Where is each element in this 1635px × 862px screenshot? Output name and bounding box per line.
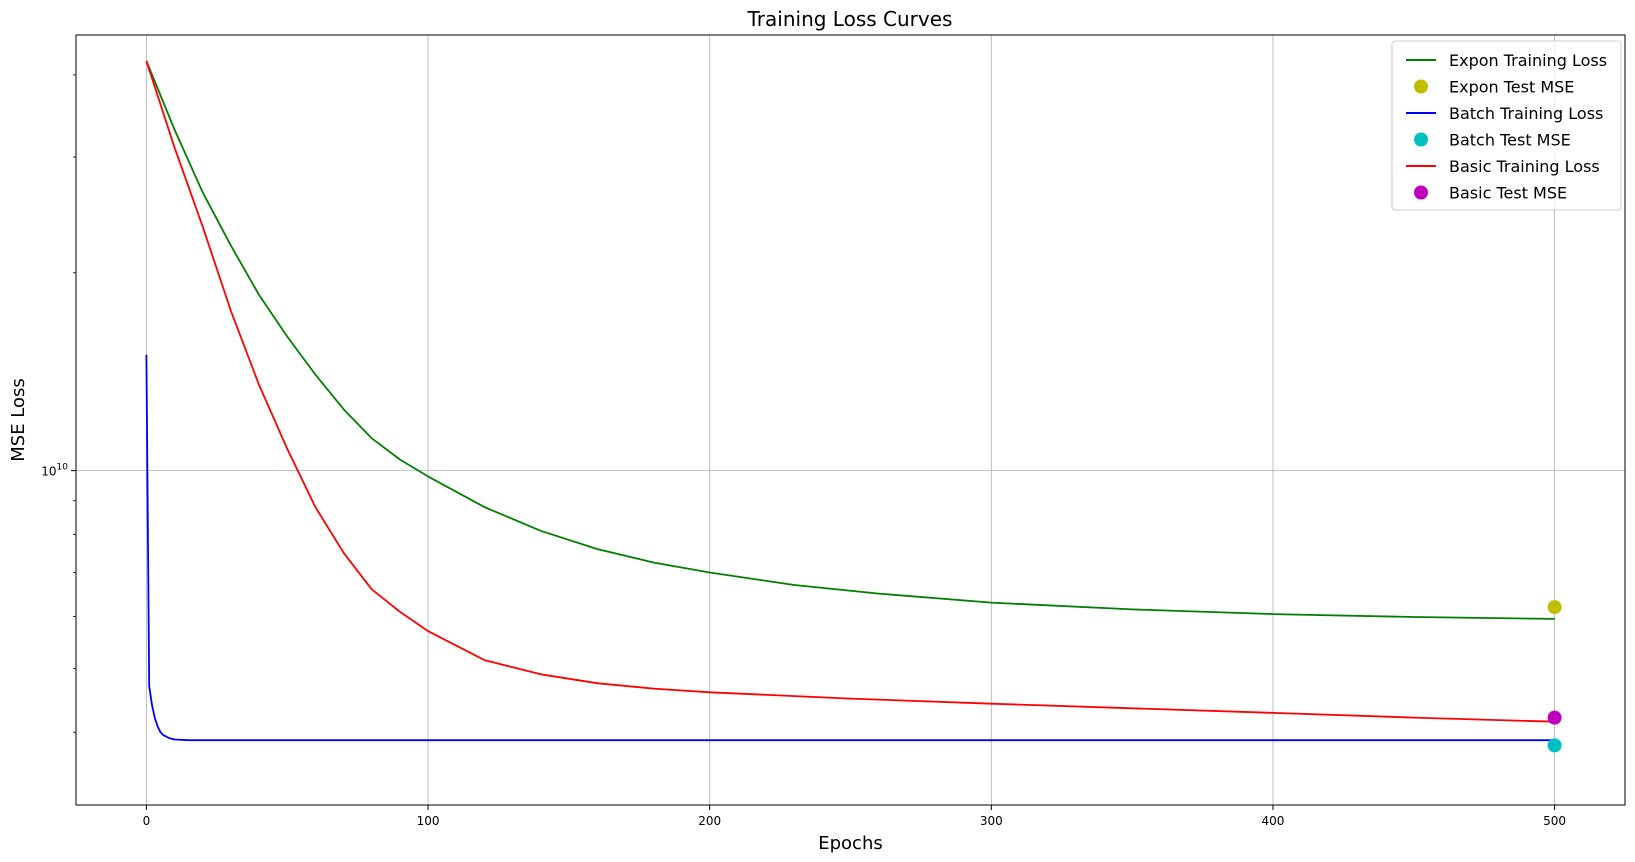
x-tick-label: 0 — [143, 814, 151, 828]
legend-swatch-point — [1414, 185, 1428, 200]
legend-label: Basic Test MSE — [1449, 184, 1567, 203]
series-point-3 — [1547, 738, 1562, 753]
x-tick-label: 300 — [980, 814, 1003, 828]
series-line-4 — [145, 60, 1555, 723]
legend: Expon Training Loss Expon Test MSE Batch T… — [1391, 40, 1622, 211]
legend-box — [1391, 40, 1622, 211]
x-tick-label: 100 — [417, 814, 440, 828]
legend-label: Basic Training Loss — [1449, 157, 1600, 176]
legend-swatch-point — [1414, 132, 1428, 147]
axis-layer: 0 100 200 300 400 500 1010 — [41, 74, 1566, 828]
y-tick-label: 1010 — [41, 463, 68, 479]
x-tick-label: 400 — [1262, 814, 1285, 828]
legend-swatch-point — [1414, 79, 1428, 94]
series-line-0 — [145, 60, 1555, 620]
x-tick-label: 200 — [698, 814, 721, 828]
x-tick-label: 500 — [1543, 814, 1566, 828]
legend-label: Batch Training Loss — [1449, 104, 1603, 123]
legend-label: Expon Training Loss — [1449, 51, 1607, 70]
legend-label: Expon Test MSE — [1449, 78, 1574, 97]
series-layer — [145, 60, 1562, 753]
series-line-2 — [145, 354, 1555, 742]
legend-label: Batch Test MSE — [1449, 131, 1571, 150]
y-axis-label: MSE Loss — [8, 378, 29, 462]
series-point-5 — [1547, 710, 1562, 725]
chart-title: Training Loss Curves — [747, 7, 953, 31]
x-axis-label: Epochs — [818, 833, 883, 854]
series-point-1 — [1547, 600, 1562, 615]
plot-frame — [75, 34, 1626, 806]
